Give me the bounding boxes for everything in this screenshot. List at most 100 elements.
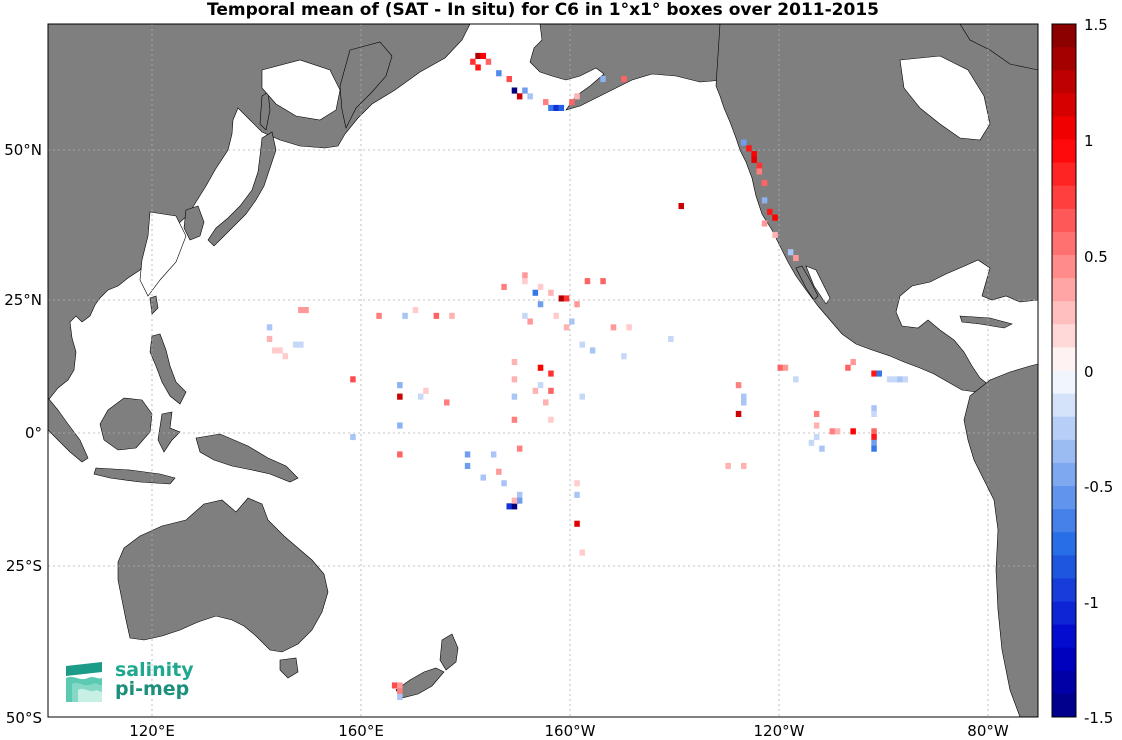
land-philippines bbox=[149, 333, 187, 405]
colorbar-step bbox=[1052, 509, 1076, 533]
data-cell bbox=[475, 52, 481, 59]
data-cell bbox=[537, 301, 544, 308]
data-cell bbox=[303, 307, 309, 314]
data-cell bbox=[350, 376, 356, 383]
data-cell bbox=[563, 295, 570, 302]
data-cell bbox=[423, 387, 429, 394]
lat-label-25S: 25°S bbox=[6, 557, 42, 575]
data-cell bbox=[610, 324, 617, 331]
data-cell bbox=[397, 422, 403, 429]
data-cell bbox=[397, 693, 403, 700]
data-cell bbox=[735, 410, 742, 417]
data-cell bbox=[767, 208, 773, 215]
data-cell bbox=[892, 376, 898, 383]
data-cell bbox=[412, 307, 419, 314]
data-cell bbox=[871, 370, 877, 377]
colorbar-step bbox=[1052, 139, 1076, 164]
data-cell bbox=[464, 451, 471, 458]
land-korea bbox=[183, 205, 205, 241]
data-cell bbox=[543, 99, 549, 106]
data-cell bbox=[579, 393, 585, 400]
data-cell bbox=[527, 318, 533, 325]
data-cell bbox=[522, 278, 528, 285]
data-cell bbox=[511, 497, 518, 504]
data-cell bbox=[516, 491, 523, 498]
land-cuba bbox=[959, 315, 1013, 329]
data-cell bbox=[537, 364, 544, 371]
data-cell bbox=[496, 468, 502, 475]
lat-label-0: 0° bbox=[25, 424, 42, 442]
data-cell bbox=[871, 428, 877, 435]
data-cell bbox=[350, 434, 356, 441]
data-cells bbox=[266, 52, 908, 700]
data-cell bbox=[444, 399, 450, 406]
data-cell bbox=[397, 393, 403, 400]
data-cell bbox=[511, 376, 518, 383]
logo-waves-icon bbox=[66, 662, 102, 702]
data-cell bbox=[298, 341, 304, 348]
colorbar-step bbox=[1052, 255, 1076, 279]
data-cell bbox=[668, 335, 674, 342]
colorbar-step bbox=[1052, 555, 1076, 579]
data-cell bbox=[897, 376, 903, 383]
data-cell bbox=[506, 76, 512, 83]
land-greenland bbox=[959, 24, 1038, 71]
data-cell bbox=[850, 428, 856, 435]
data-cell bbox=[522, 312, 528, 319]
colorbar-frame bbox=[1051, 23, 1077, 718]
data-cell bbox=[589, 347, 596, 354]
land-kamchatka bbox=[339, 41, 393, 129]
data-cell bbox=[391, 682, 398, 689]
data-cell bbox=[480, 52, 486, 59]
data-cell bbox=[470, 58, 476, 65]
sea-of-okhotsk bbox=[261, 59, 341, 121]
land-baja bbox=[795, 265, 819, 301]
data-cell bbox=[485, 58, 492, 65]
data-cell bbox=[813, 422, 820, 429]
data-cell bbox=[511, 87, 518, 94]
colorbar-tick-label: -0.5 bbox=[1084, 478, 1113, 496]
data-cell bbox=[516, 445, 523, 452]
data-cell bbox=[277, 347, 283, 354]
logo-text-salinity: salinity bbox=[115, 659, 194, 681]
data-cell bbox=[417, 393, 424, 400]
data-cell bbox=[298, 307, 304, 314]
data-cell bbox=[871, 410, 877, 417]
data-cell bbox=[741, 393, 747, 400]
lon-label-160W: 160°W bbox=[545, 722, 596, 740]
data-cell bbox=[402, 312, 408, 319]
data-cell bbox=[532, 387, 539, 394]
colorbar-tick-label: 0.5 bbox=[1084, 248, 1108, 266]
data-cell bbox=[871, 405, 877, 412]
land-borneo bbox=[99, 397, 153, 451]
land-sulawesi bbox=[157, 411, 181, 453]
colorbar-step bbox=[1052, 93, 1076, 117]
data-cell bbox=[787, 249, 794, 256]
data-cell bbox=[376, 312, 382, 319]
data-cell bbox=[569, 99, 575, 106]
land-new-guinea bbox=[195, 433, 299, 483]
colorbar-step bbox=[1052, 162, 1076, 187]
data-cell bbox=[292, 341, 299, 348]
hudson-bay bbox=[899, 55, 991, 141]
data-cell bbox=[553, 312, 559, 319]
land-sumatra bbox=[48, 397, 89, 463]
colorbar-step bbox=[1052, 601, 1076, 626]
salinity-pi-mep-logo: salinity pi-mep bbox=[62, 656, 202, 708]
data-cell bbox=[480, 474, 486, 481]
data-cell bbox=[522, 87, 528, 94]
data-cell bbox=[574, 491, 580, 498]
data-cell bbox=[741, 399, 747, 406]
colorbar-step bbox=[1052, 647, 1076, 672]
data-cell bbox=[808, 439, 815, 446]
colorbar-step bbox=[1052, 370, 1076, 395]
data-cell bbox=[506, 503, 512, 510]
colorbar-step bbox=[1052, 486, 1076, 510]
data-cell bbox=[579, 549, 585, 556]
colorbar-step bbox=[1052, 393, 1076, 418]
data-cell bbox=[600, 278, 606, 285]
data-cell bbox=[397, 688, 403, 695]
data-cell bbox=[537, 283, 544, 290]
data-cell bbox=[397, 451, 403, 458]
data-cell bbox=[871, 445, 877, 452]
